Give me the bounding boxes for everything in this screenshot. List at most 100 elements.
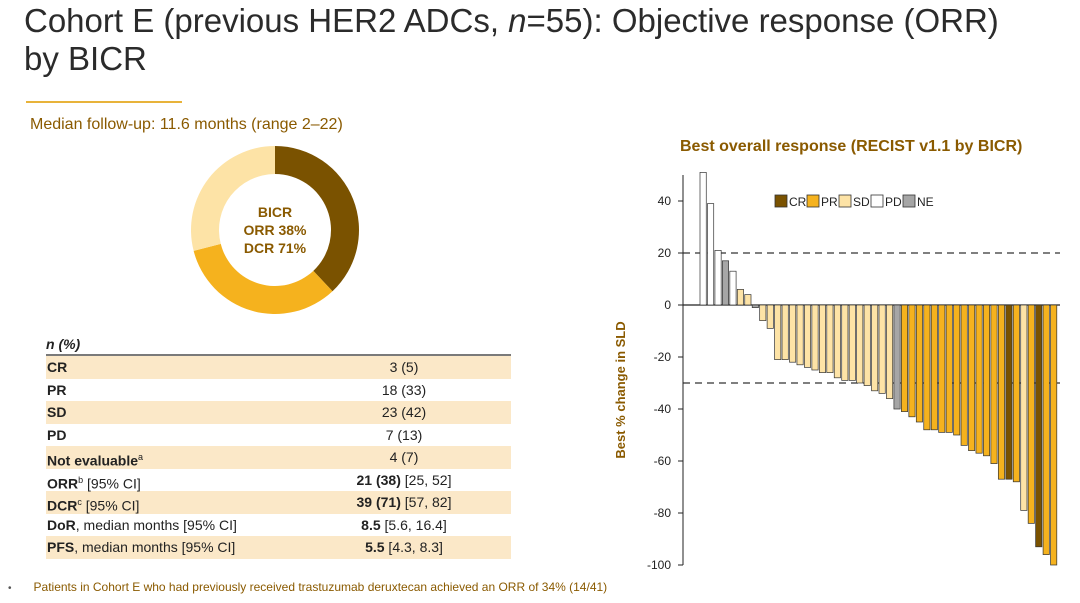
table-row: Not evaluablea 4 (7)	[46, 446, 511, 469]
bar-sd	[736, 289, 744, 306]
bar-sd	[781, 304, 789, 360]
bar-pd	[714, 250, 722, 306]
bar-sd	[871, 304, 879, 392]
bar-pr	[990, 304, 998, 464]
table-row-label: SD	[47, 404, 67, 420]
table-row-label: PD	[47, 426, 67, 443]
y-tick-label: -60	[654, 454, 672, 468]
bar-pr	[997, 304, 1005, 480]
bar-cr	[1035, 304, 1043, 548]
table-row: ORRb [95% CI] 21 (38) [25, 52]	[46, 469, 511, 492]
bar-pd	[707, 203, 715, 306]
legend-swatch-pr	[806, 194, 820, 208]
donut-segment-2	[191, 146, 275, 251]
bar-pr	[930, 304, 938, 431]
bar-sd	[766, 304, 774, 329]
bar-sd	[826, 304, 834, 373]
legend-swatch-sd	[838, 194, 852, 208]
bar-pr	[983, 304, 991, 457]
legend-swatch-ne	[902, 194, 916, 208]
table-row-label: PR	[47, 381, 67, 398]
y-tick-label: -20	[654, 350, 672, 364]
response-table: n (%) CR 3 (5) PR 18 (33) SD 23 (42) PD 7 (13) N…	[46, 334, 511, 559]
table-row: CR 3 (5)	[46, 356, 511, 379]
bar-ne	[893, 304, 901, 410]
bar-pr	[901, 304, 908, 412]
bar-sd	[796, 304, 804, 366]
bar-sd	[841, 304, 849, 381]
title-underline	[26, 101, 182, 103]
bar-sd	[848, 304, 856, 381]
bar-pr	[960, 304, 968, 446]
bar-sd	[759, 304, 767, 321]
y-tick-label: 0	[664, 298, 671, 312]
bar-sd	[856, 304, 864, 384]
bar-pr	[1050, 304, 1058, 566]
bar-sd	[804, 304, 812, 368]
footnote: • Patients in Cohort E who had previously…	[8, 580, 608, 594]
table-row-value: 7 (13)	[385, 426, 423, 443]
bar-pr	[908, 304, 916, 418]
legend-swatch-cr	[774, 194, 788, 208]
bar-ne	[751, 304, 759, 308]
bar-sd	[744, 294, 752, 306]
chart-title: Best overall response (RECIST v1.1 by BI…	[680, 138, 1023, 155]
donut-label-bicr: BICR	[258, 204, 292, 220]
table-row-value: 23 (42)	[381, 404, 427, 420]
table-row-label: DCRc [95% CI]	[47, 497, 140, 514]
bar-sd	[811, 304, 819, 371]
bar-sd	[886, 304, 894, 399]
bar-pr	[953, 304, 961, 436]
bar-pr	[923, 304, 931, 431]
legend-label-sd: SD	[853, 195, 870, 209]
donut-segment-1	[193, 243, 333, 314]
donut-label-orr: ORR 38%	[243, 222, 307, 238]
legend-label-pr: PR	[821, 195, 838, 209]
table-row-label: DoR, median months [95% CI]	[47, 516, 237, 533]
table-row-label: Not evaluablea	[47, 452, 144, 469]
bar-pd	[729, 270, 737, 306]
bar-pr	[1042, 304, 1050, 555]
table-row: PD 7 (13)	[46, 424, 511, 447]
legend-label-ne: NE	[917, 195, 934, 209]
y-axis-label: Best % change in SLD	[613, 321, 628, 458]
table-row: DCRc [95% CI] 39 (71) [57, 82]	[46, 491, 511, 514]
bar-sd	[878, 304, 886, 394]
y-tick-label: -100	[647, 558, 671, 572]
page-title: Cohort E (previous HER2 ADCs, n=55): Obj…	[24, 2, 999, 77]
table-row-label: CR	[47, 359, 68, 375]
y-tick-label: 20	[658, 246, 672, 260]
table-row: SD 23 (42)	[46, 401, 511, 424]
bar-pr	[915, 304, 923, 423]
table-row: PFS, median months [95% CI] 5.5 [4.3, 8.3…	[46, 536, 511, 559]
bar-pr	[975, 304, 983, 454]
table-row-value: 4 (7)	[389, 449, 419, 465]
bar-pr	[945, 304, 953, 433]
table-row-value: 18 (33)	[381, 381, 427, 398]
table-row-value: 8.5 [5.6, 16.4]	[361, 516, 447, 533]
response-donut-chart: BICR ORR 38% DCR 71%	[191, 146, 359, 314]
bar-sd	[818, 304, 826, 373]
legend-label-cr: CR	[789, 195, 807, 209]
waterfall-chart: 40 20 0 -20 -40 -60 -80 -100 CR PR SD PD NE Best % …	[613, 172, 1060, 572]
bar-sd	[833, 304, 841, 379]
bar-ne	[722, 260, 729, 306]
bar-sd	[1020, 304, 1028, 511]
table-row-value: 5.5 [4.3, 8.3]	[365, 539, 443, 555]
legend-label-pd: PD	[885, 195, 902, 209]
table-row-value: 3 (5)	[389, 359, 419, 375]
bar-sd	[774, 304, 782, 360]
table-row: DoR, median months [95% CI] 8.5 [5.6, 16.…	[46, 514, 511, 537]
bar-pr	[1027, 304, 1035, 524]
table-header: n (%)	[46, 334, 511, 356]
legend-swatch-pd	[870, 194, 884, 208]
table-row: PR 18 (33)	[46, 379, 511, 402]
donut-label-dcr: DCR 71%	[244, 240, 307, 256]
table-row-value: 21 (38) [25, 52]	[356, 471, 452, 488]
bar-pr	[1012, 304, 1020, 483]
y-tick-label: -80	[654, 506, 672, 520]
y-tick-label: 40	[658, 194, 672, 208]
y-tick-label: -40	[654, 402, 672, 416]
table-row-value: 39 (71) [57, 82]	[356, 494, 452, 510]
donut-segment-0	[275, 146, 359, 292]
